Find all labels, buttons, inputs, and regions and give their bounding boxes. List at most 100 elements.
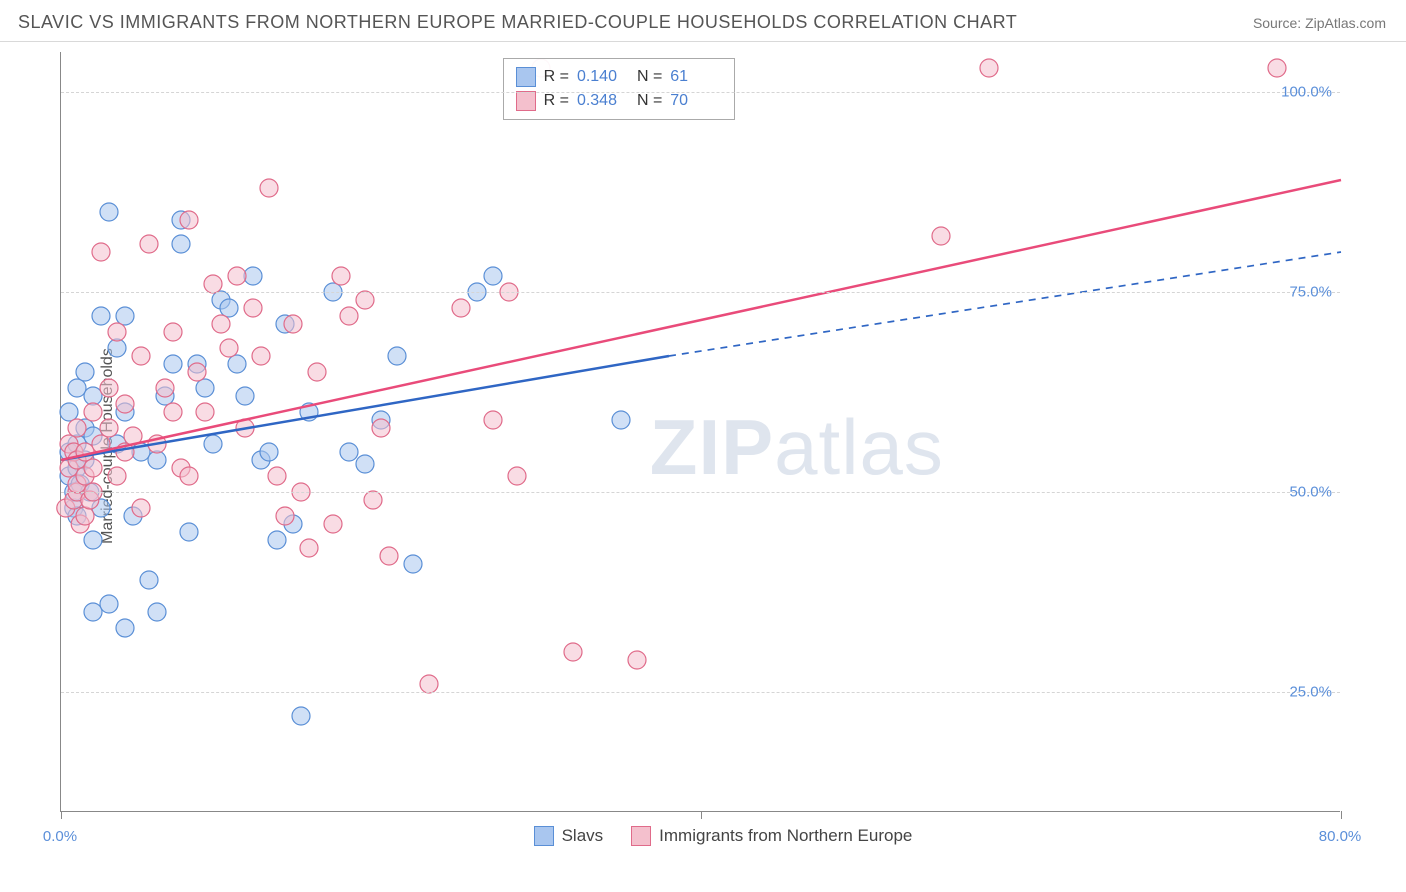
y-tick-label: 25.0% [1289,684,1332,701]
data-point [156,379,174,397]
data-point [1268,59,1286,77]
data-point [84,403,102,421]
data-point [332,267,350,285]
data-point [228,355,246,373]
data-point [420,675,438,693]
data-point [100,595,118,613]
data-point [100,379,118,397]
data-point [380,547,398,565]
data-point [356,455,374,473]
data-point [932,227,950,245]
x-tick-label: 80.0% [1319,828,1362,845]
data-point [68,419,86,437]
y-tick-label: 75.0% [1289,284,1332,301]
legend-item: Immigrants from Northern Europe [631,826,912,846]
data-point [284,315,302,333]
gridline-h [61,492,1340,493]
data-point [268,467,286,485]
data-point [132,499,150,517]
data-point [92,307,110,325]
data-point [308,363,326,381]
data-point [140,571,158,589]
data-point [172,235,190,253]
data-point [372,419,390,437]
x-tick [1341,811,1342,819]
legend-swatch [631,826,651,846]
data-point [164,403,182,421]
data-point [92,243,110,261]
data-point [84,387,102,405]
legend-stats-box: R =0.140N =61R =0.348N =70 [503,58,736,120]
data-point [364,491,382,509]
data-point [292,707,310,725]
y-tick-label: 100.0% [1281,84,1332,101]
data-point [132,347,150,365]
data-point [100,419,118,437]
r-label: R = [544,65,569,89]
data-point [84,531,102,549]
data-point [340,307,358,325]
data-point [628,651,646,669]
data-point [220,299,238,317]
chart-title: SLAVIC VS IMMIGRANTS FROM NORTHERN EUROP… [18,12,1017,33]
n-value: 61 [670,65,722,89]
x-tick [701,811,702,819]
legend-bottom: Slavs Immigrants from Northern Europe [534,826,913,846]
data-point [404,555,422,573]
legend-item: Slavs [534,826,604,846]
chart-area: ZIPatlas R =0.140N =61R =0.348N =70 25.0… [60,52,1370,842]
data-point [68,379,86,397]
data-point [452,299,470,317]
data-point [180,211,198,229]
legend-stat-row: R =0.140N =61 [516,65,723,89]
x-tick [61,811,62,819]
data-point [252,347,270,365]
data-point [260,443,278,461]
data-point [164,355,182,373]
data-point [484,267,502,285]
legend-label: Immigrants from Northern Europe [659,826,912,846]
data-point [180,467,198,485]
data-point [212,315,230,333]
regression-line [61,356,669,460]
legend-swatch [534,826,554,846]
legend-swatch [516,91,536,111]
legend-label: Slavs [562,826,604,846]
data-point [388,347,406,365]
data-point [116,307,134,325]
data-point [188,363,206,381]
data-point [484,411,502,429]
data-point [148,603,166,621]
scatter-plot: ZIPatlas R =0.140N =61R =0.348N =70 25.0… [60,52,1340,812]
data-point [76,507,94,525]
data-point [108,467,126,485]
data-point [220,339,238,357]
data-point [84,603,102,621]
data-point [356,291,374,309]
data-point [204,275,222,293]
y-tick-label: 50.0% [1289,484,1332,501]
data-point [196,403,214,421]
data-point [268,531,286,549]
plot-svg [61,52,1340,811]
data-point [180,523,198,541]
data-point [76,443,94,461]
data-point [228,267,246,285]
data-point [116,395,134,413]
data-point [564,643,582,661]
data-point [60,403,78,421]
data-point [164,323,182,341]
data-point [84,459,102,477]
gridline-h [61,692,1340,693]
data-point [148,451,166,469]
source-label: Source: ZipAtlas.com [1253,15,1386,31]
data-point [236,387,254,405]
regression-line [61,180,1341,460]
data-point [244,299,262,317]
data-point [260,179,278,197]
data-point [196,379,214,397]
data-point [108,339,126,357]
data-point [204,435,222,453]
r-value: 0.140 [577,65,629,89]
data-point [140,235,158,253]
